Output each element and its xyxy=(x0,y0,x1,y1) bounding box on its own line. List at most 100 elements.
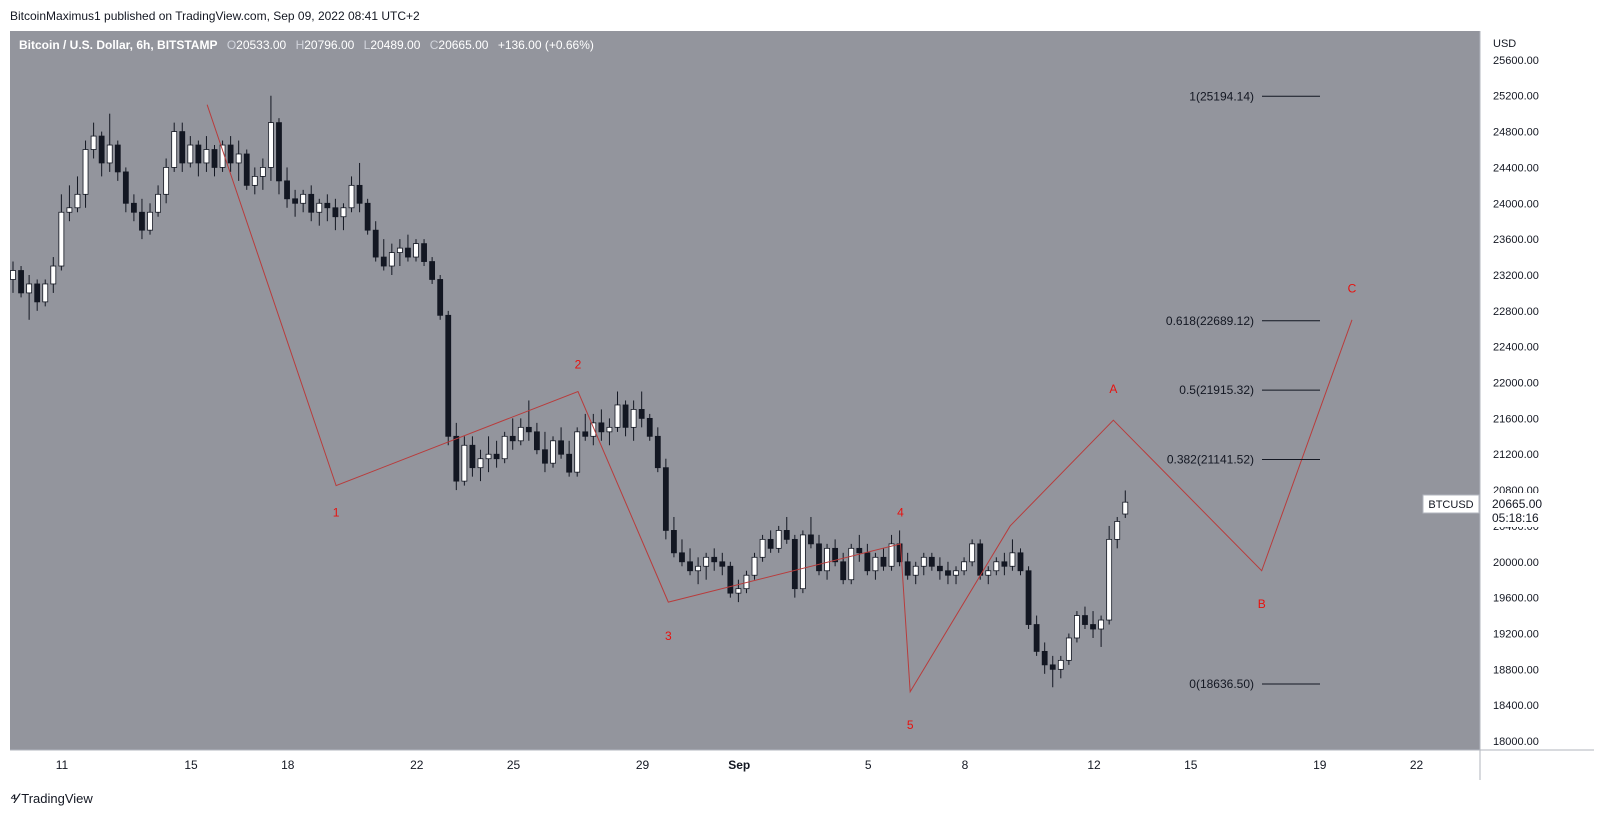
candle-down xyxy=(598,422,605,433)
elliott-wave-projection: 1 2 3 4 5 A B C xyxy=(206,104,1357,732)
candle-down xyxy=(542,449,548,464)
legend-symbol: Bitcoin / U.S. Dollar, 6h, BITSTAMP xyxy=(19,38,218,52)
candle-up xyxy=(920,556,927,567)
candle-up xyxy=(759,538,766,558)
candle-up xyxy=(58,211,65,267)
candle-down xyxy=(937,565,943,572)
candle-up xyxy=(268,122,274,168)
time-tick-label: 12 xyxy=(1087,758,1101,772)
time-tick-label: 19 xyxy=(1313,758,1327,772)
price-tick-label: 18400.00 xyxy=(1493,700,1539,712)
candle-up xyxy=(695,565,701,572)
candle-down xyxy=(227,144,234,164)
candle-up xyxy=(1009,552,1016,567)
candle-up xyxy=(751,556,758,576)
candle-up xyxy=(630,409,637,428)
candle-up xyxy=(388,252,395,267)
price-tick-label: 24000.00 xyxy=(1493,198,1539,210)
candle-up xyxy=(187,144,194,164)
candle-up xyxy=(203,149,210,164)
price-tick-label: 23600.00 xyxy=(1493,234,1539,246)
candle-up xyxy=(1114,521,1121,540)
candle-down xyxy=(292,198,299,204)
chart-frame[interactable]: USD 18000.00 18400.00 18800.00 19200.00 1960… xyxy=(10,31,1594,801)
candle-down xyxy=(928,556,935,567)
price-tick-label: 24400.00 xyxy=(1493,162,1539,174)
candle-down xyxy=(453,435,460,482)
price-axis-area[interactable] xyxy=(1480,31,1594,750)
candle-down xyxy=(1041,651,1048,666)
time-tick-label: 18 xyxy=(281,758,295,772)
candle-down xyxy=(469,444,476,469)
candle-down xyxy=(243,153,250,186)
price-tag-value: 20665.00 xyxy=(1492,497,1542,511)
tradingview-logo[interactable]: ⁴⁄ TradingView xyxy=(10,790,93,806)
candle-down xyxy=(646,417,653,437)
price-chart[interactable]: USD 18000.00 18400.00 18800.00 19200.00 1960… xyxy=(10,31,1594,801)
fib-level-label: 1(25194.14) xyxy=(1189,89,1254,103)
candle-down xyxy=(429,261,436,280)
legend-close-value: 20665.00 xyxy=(438,38,489,52)
candle-down xyxy=(791,538,798,590)
candle-up xyxy=(413,243,419,258)
price-tick-label: 19200.00 xyxy=(1493,628,1539,640)
candlestick-series xyxy=(10,95,1129,688)
price-tick-label: 25200.00 xyxy=(1493,91,1539,103)
wave-label: 3 xyxy=(665,629,672,643)
candle-up xyxy=(703,556,710,567)
candle-up xyxy=(550,440,556,464)
candle-down xyxy=(816,543,822,572)
candle-up xyxy=(961,561,967,572)
candle-down xyxy=(566,453,573,473)
candle-up xyxy=(477,458,484,469)
candle-down xyxy=(509,435,516,442)
candle-up xyxy=(775,530,782,549)
candle-down xyxy=(324,202,331,209)
candle-down xyxy=(18,270,24,294)
candle-down xyxy=(525,426,532,433)
candle-down xyxy=(195,144,202,164)
candle-down xyxy=(380,256,387,267)
tradingview-logo-icon: ⁴⁄ xyxy=(10,790,18,806)
candle-up xyxy=(993,561,1000,572)
candle-down xyxy=(654,435,661,469)
time-tick-label: 8 xyxy=(962,758,969,772)
price-tag-countdown: 05:18:16 xyxy=(1492,511,1539,525)
candle-down xyxy=(1001,561,1008,567)
price-tick-label: 20000.00 xyxy=(1493,557,1539,569)
price-tick-label: 18000.00 xyxy=(1493,736,1539,748)
candle-down xyxy=(1049,664,1056,670)
candle-up xyxy=(396,247,403,253)
candle-up xyxy=(517,426,524,442)
plot-area[interactable] xyxy=(10,31,1480,750)
wave-label: 1 xyxy=(333,505,340,519)
time-tick-label: 5 xyxy=(865,758,872,772)
candle-down xyxy=(534,431,540,451)
candle-down xyxy=(437,279,444,316)
legend-change: +136.00 (+0.66%) xyxy=(497,38,594,52)
time-tick-label: Sep xyxy=(728,758,750,772)
candle-up xyxy=(300,193,307,204)
candle-up xyxy=(348,184,355,209)
candle-down xyxy=(98,135,105,164)
wave-label: 5 xyxy=(907,718,914,732)
symbol-tag-label: BTCUSD xyxy=(1428,499,1473,511)
publisher-attribution: BitcoinMaximus1 published on TradingView… xyxy=(10,9,420,23)
candle-up xyxy=(74,193,81,209)
candle-down xyxy=(1082,615,1088,625)
candle-up xyxy=(50,265,57,285)
legend-high-key: H xyxy=(295,38,305,52)
candle-up xyxy=(1122,501,1129,515)
legend-open-key: O xyxy=(226,38,237,52)
time-axis-area[interactable] xyxy=(10,750,1594,780)
wave-label: 2 xyxy=(575,358,582,372)
candle-down xyxy=(493,453,500,460)
candle-down xyxy=(711,556,718,563)
fib-level-label: 0.382(21141.52) xyxy=(1167,452,1254,466)
price-tick-label: 19600.00 xyxy=(1493,593,1539,605)
wave-path-line xyxy=(206,104,1353,694)
candle-down xyxy=(372,229,379,258)
price-tick-label: 22000.00 xyxy=(1493,378,1539,390)
time-tick-label: 22 xyxy=(1410,758,1424,772)
candle-down xyxy=(332,207,339,218)
